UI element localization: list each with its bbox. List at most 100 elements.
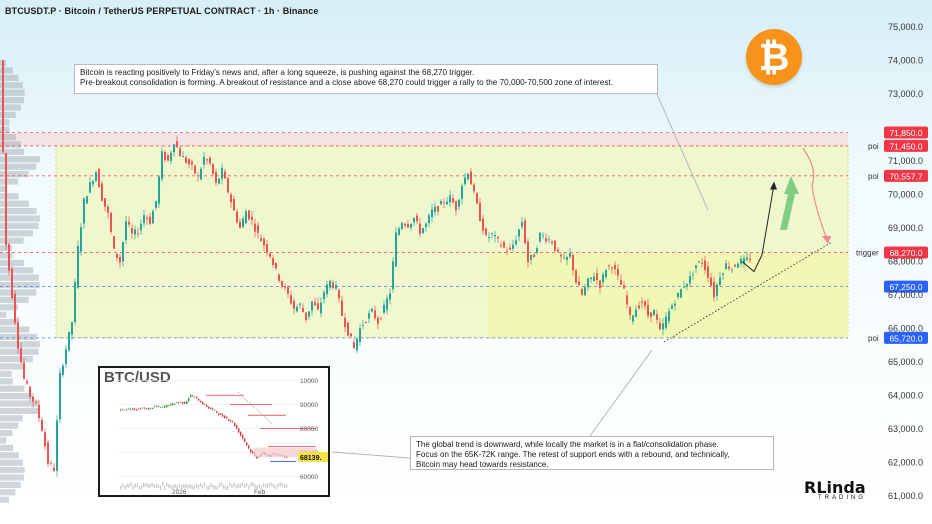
bitcoin-icon: ₿ bbox=[746, 29, 802, 85]
volume-profile-bar bbox=[0, 215, 40, 222]
volume-profile-bar bbox=[0, 267, 34, 274]
analysis-callout-top: Bitcoin is reacting positively to Friday… bbox=[74, 64, 658, 94]
candle-body bbox=[434, 206, 436, 213]
volume-profile-bar bbox=[0, 370, 12, 377]
inset-volume-bar bbox=[212, 484, 214, 489]
candle-body bbox=[461, 185, 463, 199]
inset-candle-body bbox=[162, 406, 164, 408]
candle-body bbox=[290, 295, 292, 304]
inset-candle-body bbox=[232, 421, 234, 423]
volume-profile-bar bbox=[0, 82, 23, 89]
candle-body bbox=[737, 263, 739, 268]
candle-body bbox=[500, 244, 502, 246]
candle-body bbox=[371, 308, 373, 312]
candle-body bbox=[329, 280, 331, 288]
candle-body bbox=[212, 163, 214, 174]
inset-candle-body bbox=[154, 406, 156, 407]
inset-candle-body bbox=[228, 419, 230, 421]
inset-y-tick-label: 60000 bbox=[300, 474, 318, 481]
inset-volume-bar bbox=[185, 483, 187, 488]
candle-body bbox=[323, 292, 325, 299]
candle-body bbox=[227, 178, 229, 193]
inset-volume-bar bbox=[136, 483, 139, 488]
volume-profile-bar bbox=[0, 282, 40, 289]
inset-candle-body bbox=[236, 425, 238, 429]
inset-volume-bar bbox=[210, 483, 212, 488]
volume-profile-bar bbox=[0, 319, 19, 326]
candle-body bbox=[572, 254, 574, 271]
inset-candle-body bbox=[212, 408, 214, 410]
candle-body bbox=[278, 274, 280, 281]
volume-profile-bar bbox=[0, 67, 13, 74]
candle-body bbox=[719, 277, 721, 285]
candle-body bbox=[701, 263, 703, 264]
inset-candle-body bbox=[166, 405, 168, 408]
inset-volume-bar bbox=[220, 482, 223, 487]
inset-candle-body bbox=[186, 401, 188, 404]
inset-volume-bar bbox=[260, 485, 262, 490]
candle-body bbox=[257, 225, 259, 233]
inset-x-tick-label: 2026 bbox=[172, 489, 187, 495]
volume-profile-bar bbox=[0, 274, 39, 281]
candle-body bbox=[185, 157, 187, 163]
candle-body bbox=[158, 176, 160, 204]
volume-profile-bar bbox=[0, 489, 16, 496]
candle-body bbox=[491, 233, 493, 235]
candle-body bbox=[242, 218, 244, 228]
inset-candle-body bbox=[250, 449, 252, 453]
candle-body bbox=[530, 254, 532, 260]
inset-candle-body bbox=[200, 400, 202, 403]
inset-volume-bar bbox=[122, 483, 124, 488]
candle-body bbox=[734, 264, 736, 267]
candle-body bbox=[2, 60, 4, 153]
candle-body bbox=[659, 322, 661, 330]
price-badge-label-4: 67,250.0 bbox=[889, 282, 922, 292]
inset-volume-bar bbox=[256, 485, 258, 490]
inset-candle-body bbox=[234, 422, 236, 427]
price-badge-label-5: 65,720.0 bbox=[889, 333, 922, 343]
inset-candle-body bbox=[190, 394, 192, 398]
inset-volume-bar bbox=[120, 485, 122, 490]
candle-body bbox=[680, 289, 682, 298]
inset-candle-body bbox=[178, 402, 180, 404]
inset-volume-bar bbox=[201, 484, 204, 489]
candle-body bbox=[665, 316, 667, 329]
candle-body bbox=[107, 206, 109, 213]
inset-candle-body bbox=[150, 407, 152, 409]
y-tick-label: 65,000.0 bbox=[888, 357, 923, 367]
candle-body bbox=[722, 273, 724, 276]
candle-body bbox=[467, 173, 469, 180]
inset-volume-bar bbox=[246, 482, 248, 487]
inset-volume-bar bbox=[250, 482, 252, 487]
volume-profile-bar bbox=[0, 356, 33, 363]
candle-body bbox=[128, 221, 130, 225]
inset-candle-body bbox=[144, 408, 146, 409]
candle-body bbox=[377, 317, 379, 324]
volume-profile-bar bbox=[0, 141, 21, 148]
volume-profile-bar bbox=[0, 230, 33, 237]
inset-range-box bbox=[254, 447, 316, 458]
candle-body bbox=[299, 303, 301, 305]
candle-body bbox=[650, 312, 652, 317]
inset-y-tick-label: 90000 bbox=[300, 402, 318, 409]
candle-body bbox=[518, 229, 520, 237]
inset-volume-bar bbox=[157, 484, 160, 489]
inset-candle-body bbox=[252, 451, 254, 454]
inset-volume-bar bbox=[180, 484, 183, 489]
candle-body bbox=[401, 223, 403, 230]
volume-profile-bar bbox=[0, 222, 39, 229]
candle-body bbox=[440, 200, 442, 205]
candle-body bbox=[161, 151, 163, 180]
inset-volume-bar bbox=[130, 482, 132, 487]
inset-volume-bar bbox=[214, 485, 216, 490]
inset-candle-body bbox=[180, 401, 182, 403]
inset-candle-body bbox=[142, 407, 144, 409]
candle-body bbox=[338, 290, 340, 299]
candle-body bbox=[533, 254, 535, 258]
volume-profile-bar bbox=[0, 289, 37, 296]
price-badge-4 bbox=[884, 280, 928, 293]
candle-body bbox=[404, 223, 406, 226]
volume-profile-bar bbox=[0, 430, 13, 437]
